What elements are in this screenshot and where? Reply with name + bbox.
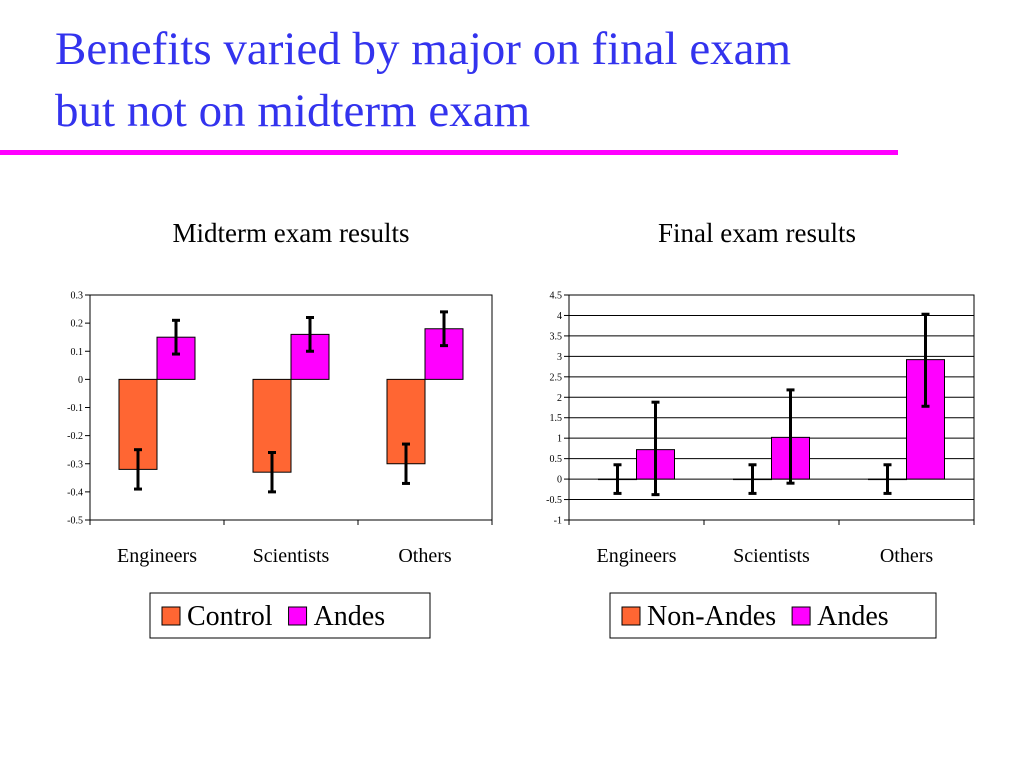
final-y-tick-label: 1.5 bbox=[550, 413, 563, 424]
final-y-tick-label: 3 bbox=[557, 352, 562, 363]
final-category-label: Engineers bbox=[597, 545, 677, 567]
midterm-legend-swatch bbox=[161, 606, 181, 626]
title-underline bbox=[0, 150, 898, 155]
midterm-chart-title: Midterm exam results bbox=[172, 218, 410, 248]
midterm-y-tick-label: 0.3 bbox=[71, 291, 84, 302]
final-legend-label: Non-Andes bbox=[647, 601, 776, 632]
final-y-tick-label: -1 bbox=[554, 516, 562, 527]
final-y-tick-label: 4 bbox=[557, 311, 562, 322]
final-y-tick-label: 1 bbox=[557, 434, 562, 445]
final-legend bbox=[609, 592, 937, 639]
slide-title-line-2: but not on midterm exam bbox=[55, 85, 531, 137]
final-chart-title: Final exam results bbox=[658, 218, 856, 248]
final-chart: 4.5 4 3.5 3 2.5 2 1.5 1 0.5 0 -0.5 -1 Engineers Scien… bbox=[546, 291, 975, 639]
midterm-category-label: Others bbox=[398, 545, 452, 567]
midterm-category-label: Engineers bbox=[117, 545, 197, 567]
midterm-legend-label: Andes bbox=[314, 601, 386, 632]
midterm-category-label: Scientists bbox=[253, 545, 330, 567]
final-legend-swatch bbox=[791, 606, 811, 626]
midterm-y-tick-label: -0.4 bbox=[67, 487, 83, 498]
midterm-y-tick-label: -0.5 bbox=[67, 516, 83, 527]
slide-title: Benefits varied by major on final exam b… bbox=[55, 18, 995, 142]
midterm-y-tick-label: 0 bbox=[78, 375, 83, 386]
midterm-y-tick-label: -0.3 bbox=[67, 459, 83, 470]
midterm-y-tick-label: 0.2 bbox=[71, 319, 84, 330]
final-y-tick-label: 0 bbox=[557, 475, 562, 486]
final-y-tick-label: 4.5 bbox=[550, 291, 563, 302]
final-y-tick-label: -0.5 bbox=[546, 495, 562, 506]
final-y-tick-label: 2.5 bbox=[550, 372, 563, 383]
final-y-tick-label: 0.5 bbox=[550, 454, 563, 465]
midterm-y-tick-label: -0.1 bbox=[67, 403, 83, 414]
slide-title-line-1: Benefits varied by major on final exam bbox=[55, 23, 792, 75]
midterm-y-tick-label: 0.1 bbox=[71, 347, 84, 358]
midterm-chart: 0.3 0.2 0.1 0 -0.1 -0.2 -0.3 -0.4 -0.5 Engineers S… bbox=[67, 291, 493, 639]
midterm-y-tick-label: -0.2 bbox=[67, 431, 83, 442]
final-y-tick-label: 3.5 bbox=[550, 331, 563, 342]
final-category-label: Scientists bbox=[733, 545, 810, 567]
final-plot-frame bbox=[568, 294, 975, 521]
final-legend-swatch bbox=[621, 606, 641, 626]
final-y-tick-label: 2 bbox=[557, 393, 562, 404]
final-category-label: Others bbox=[880, 545, 934, 567]
final-legend-label: Andes bbox=[817, 601, 889, 632]
midterm-legend-swatch bbox=[288, 606, 308, 626]
midterm-legend-label: Control bbox=[187, 601, 273, 632]
